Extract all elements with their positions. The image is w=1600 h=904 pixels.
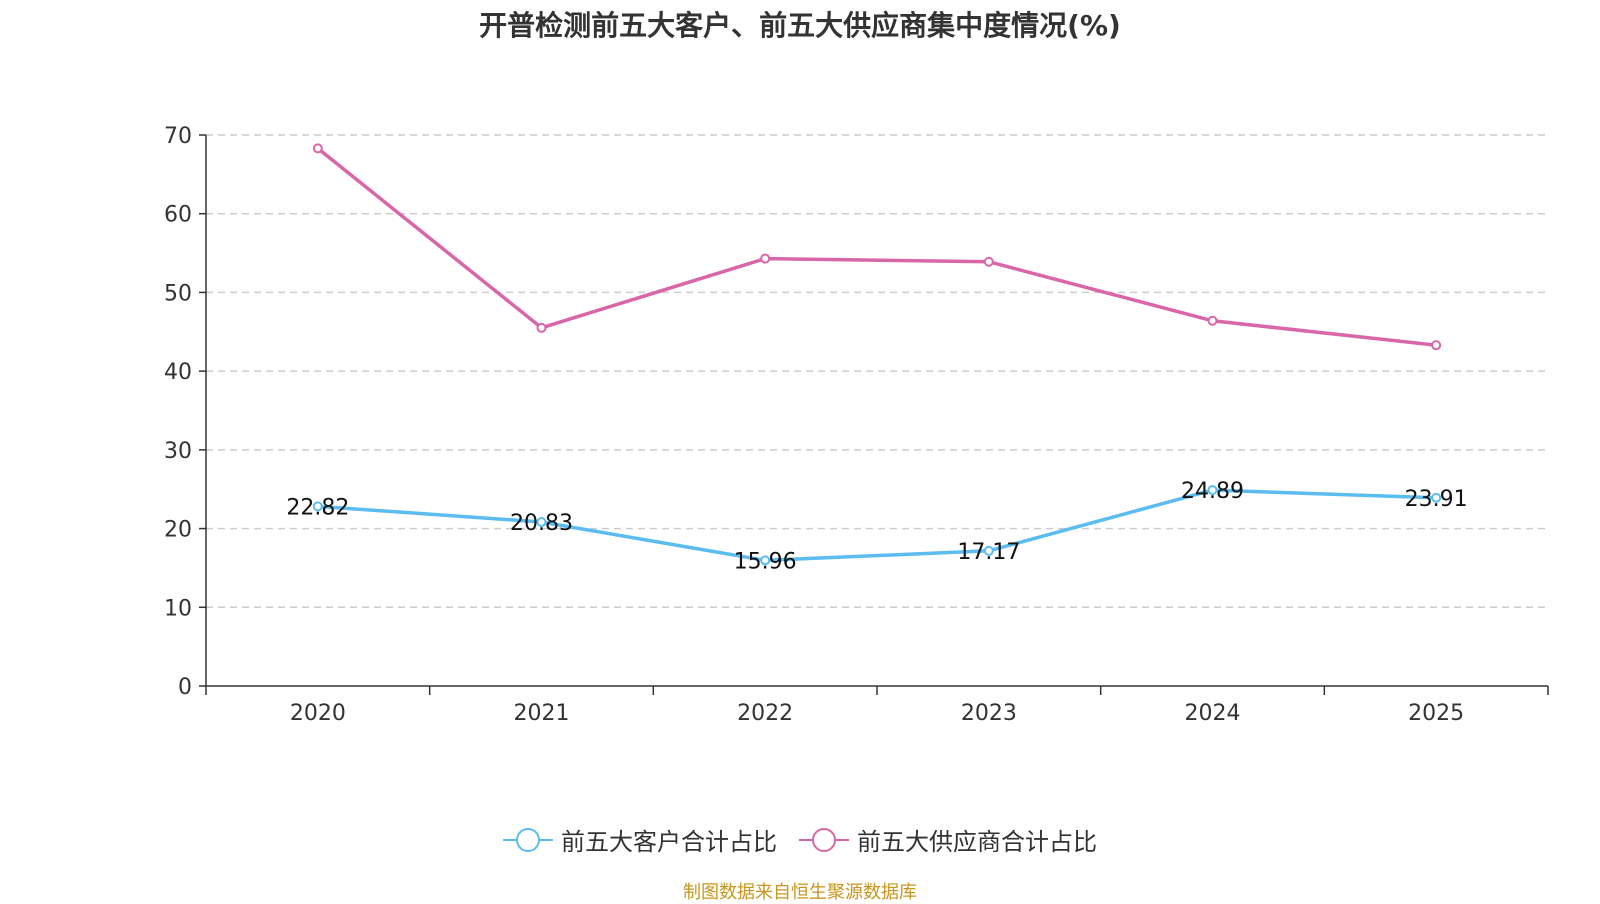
y-tick-label: 50: [164, 281, 192, 306]
data-point: [1207, 485, 1218, 496]
legend-marker-customers-icon: [503, 827, 553, 853]
legend-item-customers[interactable]: 前五大客户合计占比: [503, 822, 777, 857]
x-tick-label: 2024: [1185, 701, 1241, 726]
series-line-1: [316, 147, 1437, 347]
data-point: [983, 545, 994, 556]
grid-lines: [206, 134, 1548, 609]
x-tick-label: 2021: [514, 701, 570, 726]
y-tick-label: 40: [164, 360, 192, 385]
data-point: [1207, 315, 1218, 326]
line-chart: 0 10 20 30 40 50 60 70 2020 2021 2022 2023 2024 2025…: [164, 124, 1549, 726]
data-point: [983, 256, 994, 267]
series-group: [312, 143, 1442, 566]
x-tick-label: 2020: [290, 701, 346, 726]
legend-marker-suppliers-icon: [799, 827, 849, 853]
data-point: [760, 555, 771, 566]
axes: [199, 134, 1549, 695]
data-point: [536, 322, 547, 333]
series-line-0: [317, 488, 1437, 563]
data-point: [536, 517, 547, 528]
data-label: 15.96: [734, 549, 797, 574]
y-tick-labels: 0 10 20 30 40 50 60 70: [164, 124, 192, 700]
data-label: 22.82: [286, 495, 349, 520]
source-note: 制图数据来自恒生聚源数据库: [683, 882, 917, 903]
data-point: [760, 253, 771, 264]
legend: 前五大客户合计占比 前五大供应商合计占比: [0, 822, 1600, 857]
legend-item-suppliers[interactable]: 前五大供应商合计占比: [799, 822, 1097, 857]
y-tick-label: 30: [164, 439, 192, 464]
data-point: [312, 501, 323, 512]
data-label: 23.91: [1405, 487, 1468, 512]
y-tick-label: 10: [164, 596, 192, 621]
data-label: 20.83: [510, 511, 573, 536]
y-tick-label: 60: [164, 203, 192, 228]
x-tick-label: 2022: [737, 701, 793, 726]
data-label: 24.89: [1181, 479, 1244, 504]
data-point: [1431, 492, 1442, 503]
data-point: [312, 143, 323, 154]
y-tick-label: 0: [178, 675, 192, 700]
y-tick-label: 20: [164, 518, 192, 543]
data-labels: 22.82 20.83 15.96 17.17 24.89 23.91: [286, 479, 1467, 574]
legend-label-customers: 前五大客户合计占比: [561, 828, 777, 856]
x-tick-label: 2025: [1408, 701, 1464, 726]
y-tick-label: 70: [164, 124, 192, 149]
legend-label-suppliers: 前五大供应商合计占比: [857, 828, 1097, 856]
data-label: 17.17: [957, 540, 1020, 565]
data-point: [1431, 340, 1442, 351]
x-tick-labels: 2020 2021 2022 2023 2024 2025: [290, 701, 1464, 726]
x-tick-label: 2023: [961, 701, 1017, 726]
chart-title: 开普检测前五大客户、前五大供应商集中度情况(%): [479, 9, 1121, 42]
